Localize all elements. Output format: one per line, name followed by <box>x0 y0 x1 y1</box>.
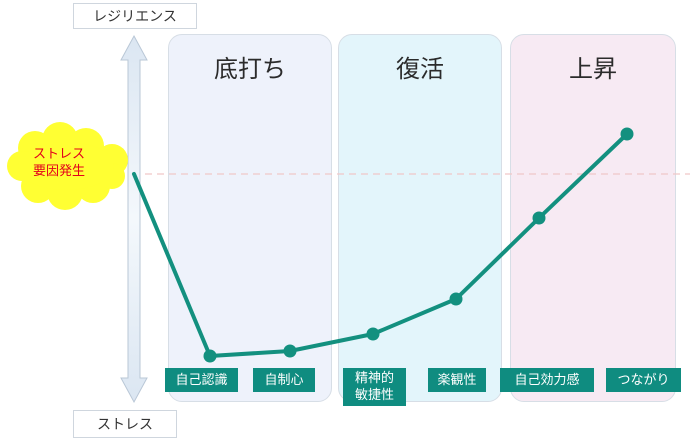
factor-tag-connection: つながり <box>606 368 681 392</box>
phase-rise-title: 上昇 <box>569 55 617 83</box>
stress-trigger-line2: 要因発生 <box>32 164 85 179</box>
curve-point-self-efficacy <box>532 211 546 225</box>
phase-recovery-title: 復活 <box>396 55 444 83</box>
stress-trigger-label: ストレス 要因発生 <box>22 146 96 180</box>
curve-point-connection <box>620 127 634 141</box>
stress-axis-label: ストレス <box>73 410 177 438</box>
factor-tag-self-efficacy: 自己効力感 <box>500 368 594 392</box>
phase-recovery: 復活 <box>338 34 502 402</box>
resilience-axis-label: レジリエンス <box>73 3 197 29</box>
phase-bottoming-title: 底打ち <box>214 55 286 83</box>
factor-tag-mental-agility: 精神的 敏捷性 <box>343 368 406 406</box>
resilience-curve <box>132 132 629 358</box>
phase-bottoming: 底打ち <box>168 34 332 402</box>
vertical-axis-arrow <box>120 34 148 404</box>
factor-tag-self-control: 自制心 <box>253 368 315 392</box>
curve-point-optimism <box>449 292 463 306</box>
curve-point-mental-agility <box>366 327 380 341</box>
stress-trigger-cloud <box>7 122 128 210</box>
factor-tag-self-awareness: 自己認識 <box>165 368 238 392</box>
factor-tag-optimism: 楽観性 <box>428 368 486 392</box>
curve-point-self-awareness <box>203 349 217 363</box>
curve-point-self-control <box>283 344 297 358</box>
stress-trigger-line1: ストレス <box>32 147 85 162</box>
